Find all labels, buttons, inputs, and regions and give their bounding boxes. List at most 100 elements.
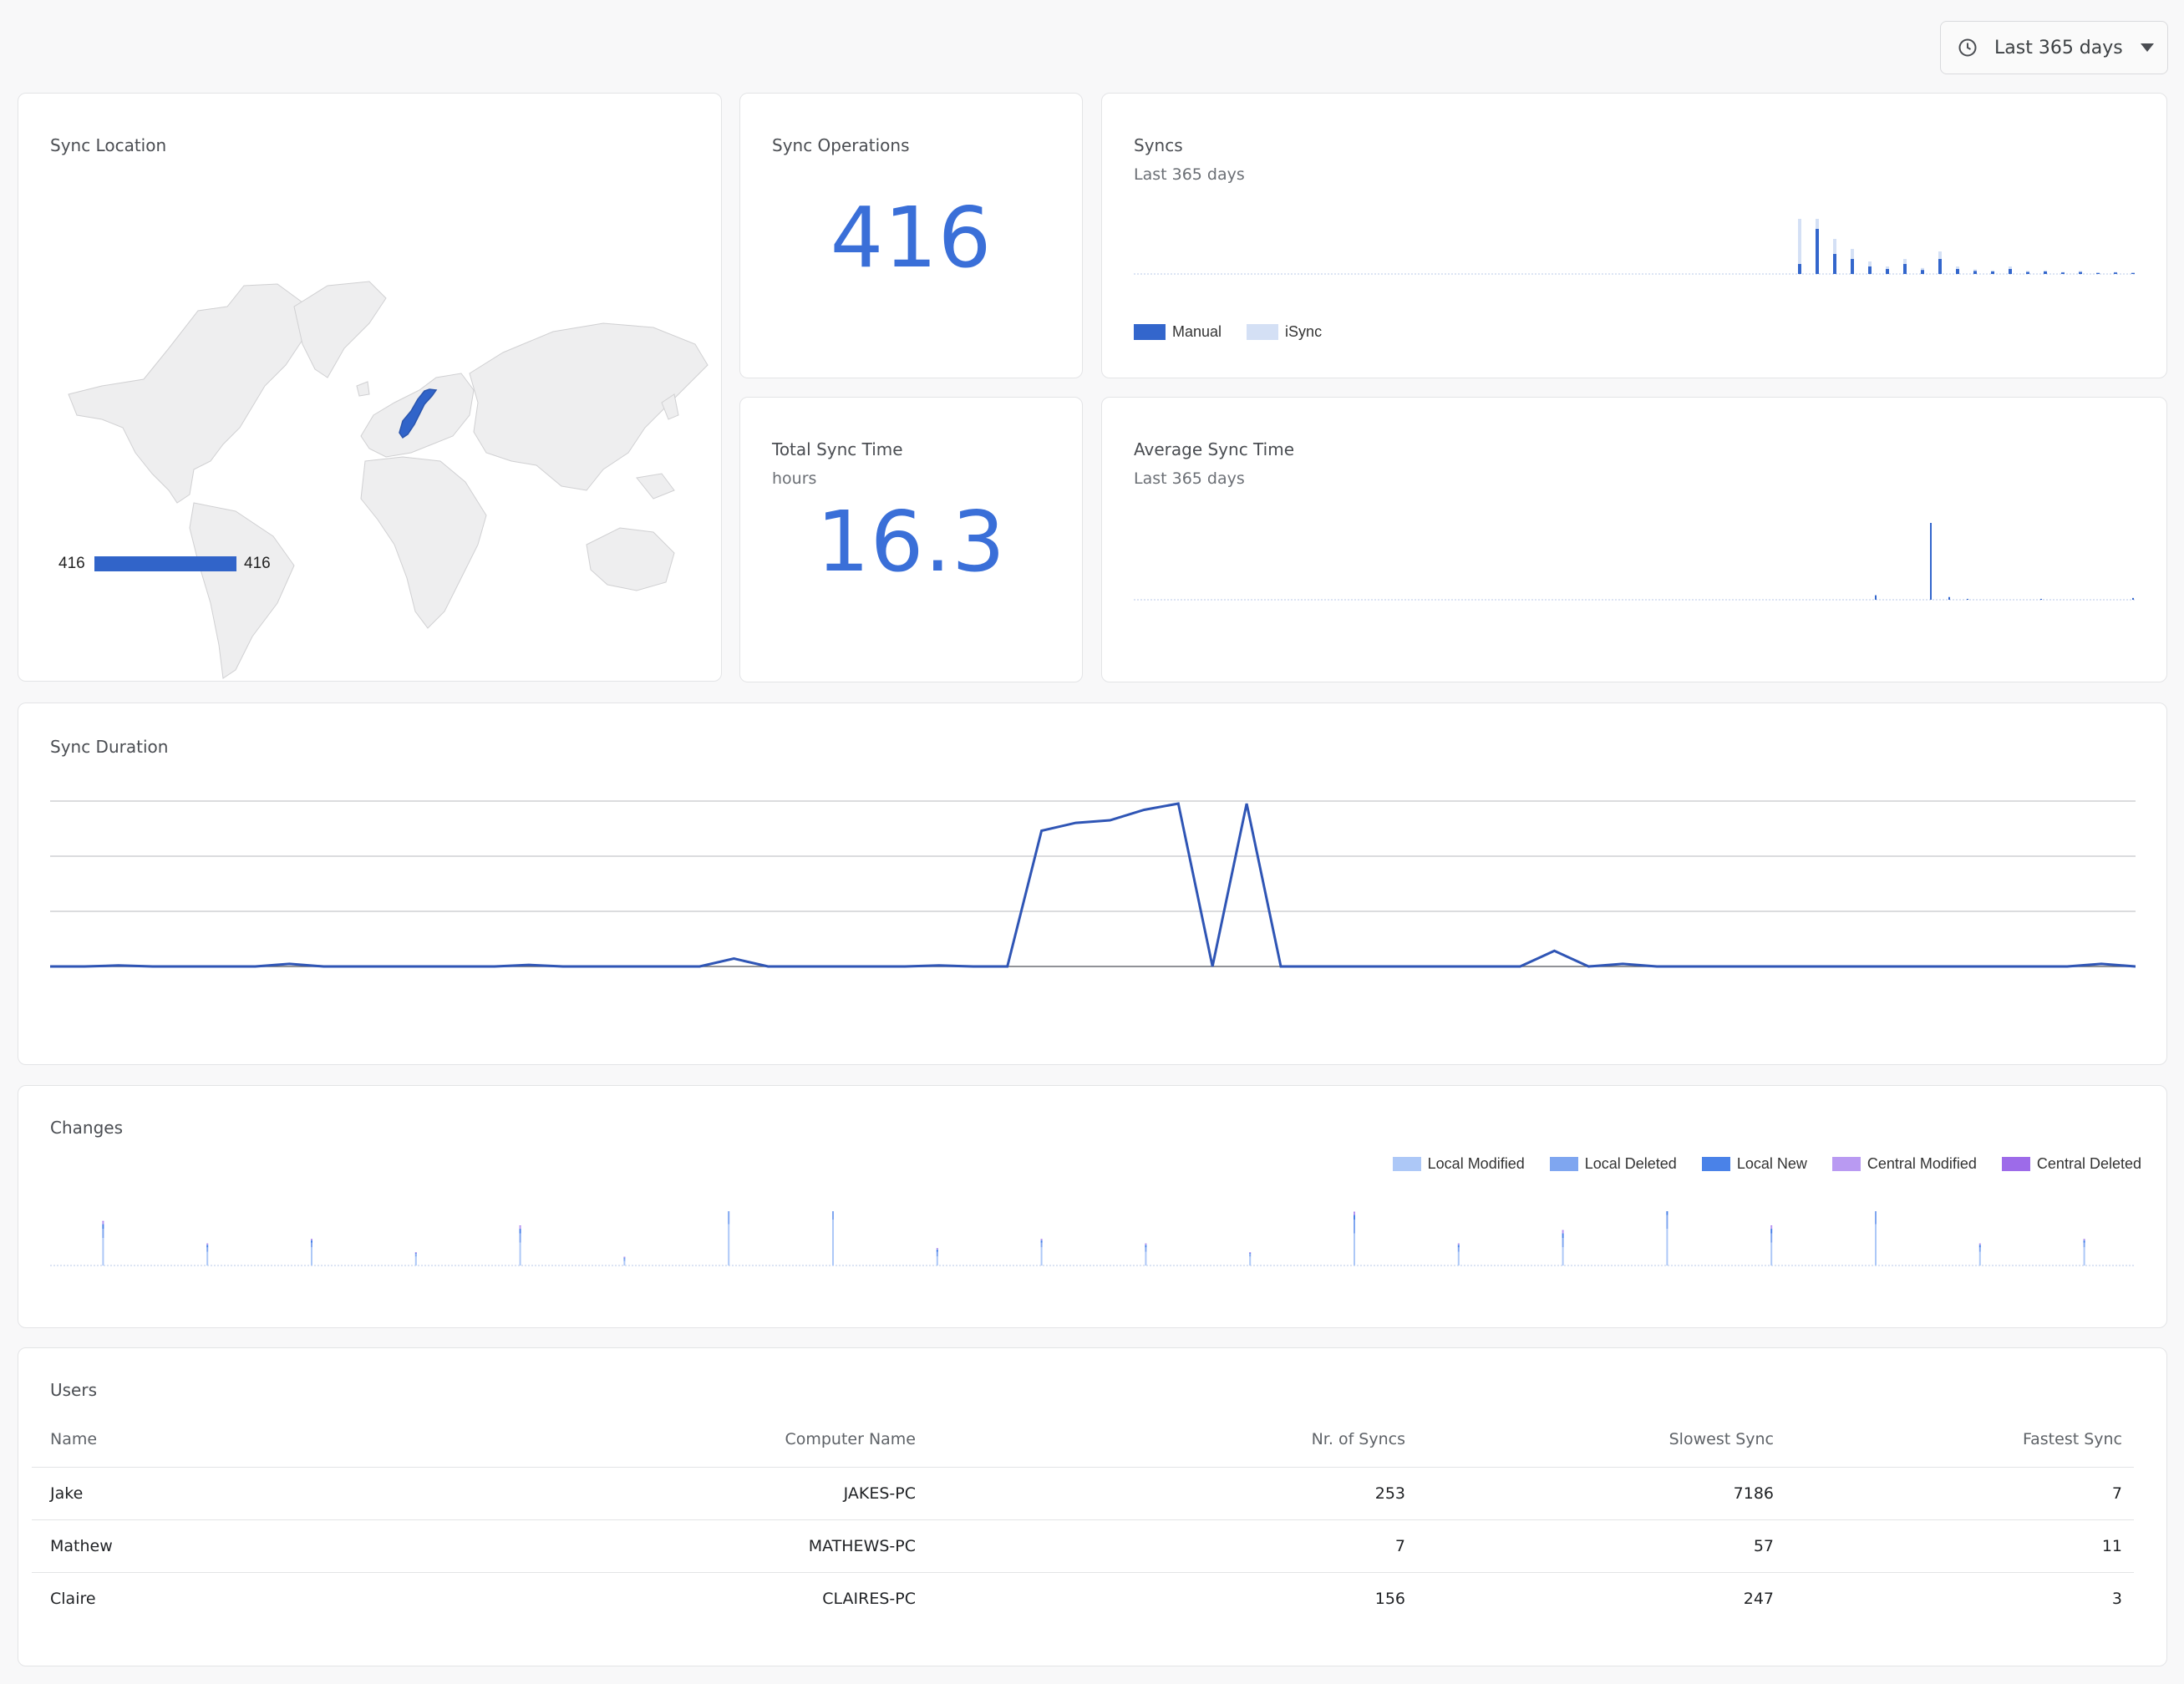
changes-bar	[1770, 1225, 1773, 1227]
syncs-bar-isync	[1816, 219, 1819, 229]
syncs-bar-isync	[1973, 269, 1977, 271]
changes-bar	[1040, 1240, 1043, 1243]
column-header-fastest-sync[interactable]: Fastest Sync	[1785, 1412, 2134, 1468]
syncs-bar-manual	[1991, 271, 1994, 274]
syncs-chart[interactable]	[1134, 219, 2136, 286]
changes-bar	[1354, 1233, 1355, 1266]
syncs-bar-manual	[2114, 272, 2117, 274]
changes-bar	[1457, 1243, 1460, 1245]
changes-bar	[102, 1238, 104, 1266]
table-row[interactable]: Mathew MATHEWS-PC 7 57 11	[32, 1519, 2134, 1573]
changes-bar	[936, 1251, 938, 1256]
changes-bar	[311, 1239, 312, 1240]
changes-bar	[102, 1224, 104, 1229]
changes-bar	[1354, 1212, 1355, 1215]
average-sync-time-chart[interactable]	[1134, 523, 2136, 623]
card-title: Sync Duration	[50, 737, 169, 757]
changes-bar	[936, 1248, 938, 1249]
table-row[interactable]: Claire CLAIRES-PC 156 247 3	[32, 1572, 2134, 1625]
changes-bar	[1770, 1226, 1773, 1230]
syncs-bar-manual	[2131, 272, 2135, 274]
norway-region	[399, 388, 438, 439]
legend-item-central-modified[interactable]: Central Modified	[1831, 1155, 1977, 1173]
changes-bar	[206, 1247, 209, 1252]
legend-item-manual[interactable]: Manual	[1134, 323, 1222, 341]
card-title: Sync Location	[50, 135, 167, 155]
changes-bar	[936, 1256, 938, 1266]
changes-bar	[206, 1244, 209, 1245]
legend-item-local-modified[interactable]: Local Modified	[1392, 1155, 1525, 1173]
syncs-bar-isync	[2131, 272, 2135, 273]
cell-slowest-sync: 57	[1417, 1519, 1785, 1573]
legend-item-local-new[interactable]: Local New	[1701, 1155, 1807, 1173]
changes-bar	[1875, 1211, 1877, 1225]
column-header-nr-of-syncs[interactable]: Nr. of Syncs	[927, 1412, 1417, 1468]
changes-bar	[728, 1224, 730, 1266]
card-title: Users	[50, 1380, 98, 1400]
syncs-bar-manual	[1973, 271, 1977, 274]
changes-bar	[1145, 1245, 1147, 1248]
changes-bar	[936, 1248, 938, 1250]
syncs-bar-isync	[1903, 259, 1907, 264]
changes-bar	[1040, 1239, 1043, 1240]
world-map[interactable]	[52, 185, 720, 687]
changes-bar	[1562, 1233, 1564, 1238]
changes-legend: Local Modified Local Deleted Local New C…	[1392, 1155, 2141, 1173]
syncs-bar-manual	[2009, 269, 2012, 274]
changes-bar	[1562, 1230, 1564, 1234]
total-sync-time-card: Total Sync Time hours 16.3	[739, 397, 1083, 682]
cell-computer-name: JAKES-PC	[533, 1467, 927, 1520]
column-header-computer-name[interactable]: Computer Name	[533, 1412, 927, 1468]
changes-bar	[2083, 1247, 2085, 1266]
changes-bar	[1145, 1243, 1147, 1245]
column-header-slowest-sync[interactable]: Slowest Sync	[1417, 1412, 1785, 1468]
changes-bar	[1040, 1247, 1043, 1266]
changes-bar	[102, 1221, 104, 1225]
average-sync-time-card: Average Sync Time Last 365 days	[1101, 397, 2167, 682]
changes-bar	[1249, 1254, 1252, 1257]
syncs-bar-isync	[2009, 266, 2012, 269]
sync-duration-chart[interactable]	[50, 799, 2136, 1017]
chevron-down-icon[interactable]	[2141, 43, 2154, 52]
changes-bar	[623, 1257, 626, 1259]
changes-bar	[1040, 1242, 1043, 1247]
clock-icon	[1958, 38, 1977, 57]
changes-bar	[1145, 1244, 1147, 1245]
changes-bar	[1770, 1242, 1773, 1266]
changes-bar	[519, 1229, 521, 1234]
table-row[interactable]: Jake JAKES-PC 253 7186 7	[32, 1467, 2134, 1520]
changes-bar	[1457, 1244, 1460, 1245]
changes-bar	[519, 1242, 521, 1266]
legend-item-central-deleted[interactable]: Central Deleted	[2001, 1155, 2141, 1173]
date-range-select[interactable]: Last 365 days	[1940, 21, 2168, 74]
changes-bar	[1562, 1230, 1564, 1231]
changes-bar	[936, 1249, 938, 1252]
syncs-bar-manual	[2061, 272, 2065, 274]
card-title: Changes	[50, 1118, 123, 1138]
changes-bar	[311, 1247, 312, 1266]
changes-bar	[1249, 1253, 1252, 1255]
syncs-bar-isync	[1851, 249, 1854, 259]
column-header-name[interactable]: Name	[32, 1412, 533, 1468]
changes-chart[interactable]	[50, 1211, 2136, 1270]
sync-operations-card: Sync Operations 416	[739, 93, 1083, 378]
card-subtitle: hours	[772, 469, 817, 488]
cell-nr-of-syncs: 7	[927, 1519, 1417, 1573]
changes-bar	[102, 1229, 104, 1238]
legend-item-local-deleted[interactable]: Local Deleted	[1549, 1155, 1677, 1173]
syncs-bar-manual	[1903, 264, 1907, 274]
legend-item-isync[interactable]: iSync	[1247, 323, 1322, 341]
total-sync-time-value: 16.3	[816, 493, 1006, 591]
syncs-bar-manual	[1851, 259, 1854, 274]
cell-name: Claire	[50, 1589, 96, 1608]
cell-nr-of-syncs: 253	[927, 1467, 1417, 1520]
syncs-bar-isync	[1956, 266, 1959, 269]
changes-bar	[1145, 1247, 1147, 1252]
sync-duration-line	[50, 802, 2136, 968]
changes-bar	[1354, 1215, 1355, 1220]
changes-card: Changes Local Modified Local Deleted Loc…	[18, 1085, 2167, 1328]
table-header-row: Name Computer Name Nr. of Syncs Slowest …	[32, 1412, 2134, 1468]
sync-location-card: Sync Location 416 416	[18, 93, 722, 682]
cell-fastest-sync: 7	[1785, 1467, 2134, 1520]
scale-max-label: 416	[244, 555, 271, 572]
